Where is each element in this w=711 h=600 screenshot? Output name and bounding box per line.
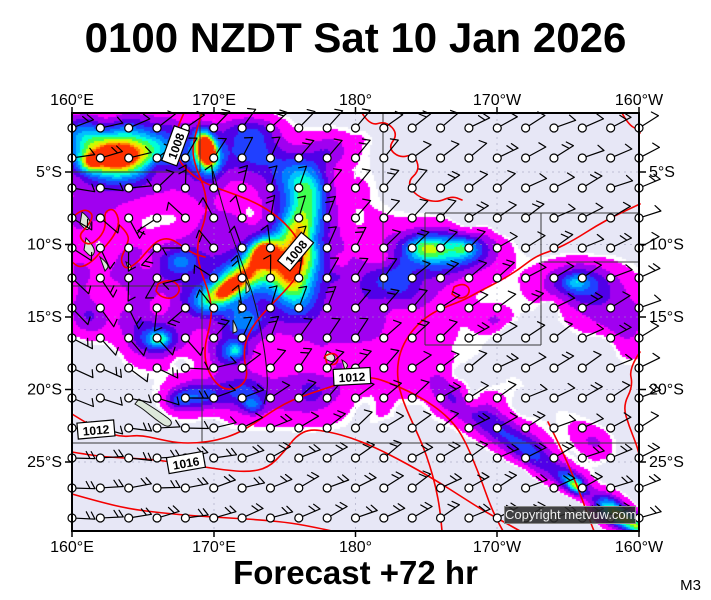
map-code-label: M3 — [680, 577, 701, 594]
wind-barb-staff — [642, 474, 661, 488]
lon-label-top: 170°E — [192, 92, 236, 109]
copyright-badge: Copyright metvuw.com — [504, 506, 637, 524]
lat-label-left: 5°S — [36, 164, 62, 181]
wind-barb-staff — [642, 142, 660, 157]
wind-barb-staff — [642, 294, 662, 308]
lat-label-left: 15°S — [27, 309, 62, 326]
precipitation-field-canvas — [72, 113, 639, 531]
lat-label-right: 25°S — [649, 454, 684, 471]
lon-label-top: 160°W — [615, 92, 664, 109]
wind-barb-staff — [642, 352, 661, 367]
lat-label-right: 15°S — [649, 309, 684, 326]
lat-label-left: 20°S — [27, 382, 62, 399]
wind-barb-staff — [642, 205, 662, 218]
lon-label-top: 170°W — [473, 92, 522, 109]
lat-label-left: 10°S — [27, 237, 62, 254]
wind-barb-staff — [641, 321, 660, 337]
lat-label-right: 5°S — [649, 164, 675, 181]
wind-barb-staff — [641, 411, 659, 427]
page-title: 0100 NZDT Sat 10 Jan 2026 — [84, 14, 627, 61]
lon-label-top: 160°E — [50, 92, 94, 109]
wind-barb-staff — [642, 442, 661, 457]
lat-label-right: 10°S — [649, 237, 684, 254]
wind-barb-staff — [641, 111, 659, 127]
wind-barb-staff — [642, 263, 661, 277]
lon-label-top: 180° — [339, 92, 372, 109]
wind-barb-staff — [642, 173, 661, 188]
lat-label-right: 20°S — [649, 382, 684, 399]
forecast-hour-label: Forecast +72 hr — [233, 554, 478, 591]
lat-label-left: 25°S — [27, 454, 62, 471]
wind-barb-staff — [642, 384, 662, 398]
wind-barb-staff — [642, 505, 662, 518]
wind-barb-staff — [641, 231, 660, 247]
